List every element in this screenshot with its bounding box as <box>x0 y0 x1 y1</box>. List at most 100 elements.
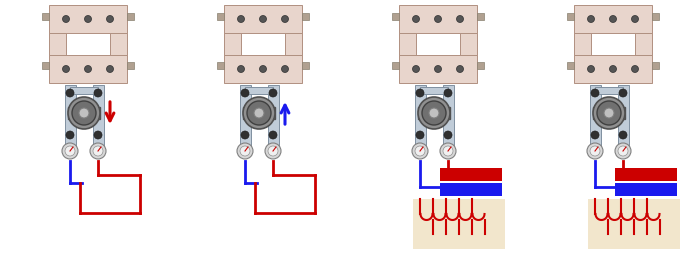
Circle shape <box>90 143 106 159</box>
Circle shape <box>593 97 625 129</box>
Bar <box>127 62 134 69</box>
Bar <box>268 85 279 147</box>
Bar <box>415 85 426 147</box>
Circle shape <box>66 131 74 139</box>
Circle shape <box>604 108 614 118</box>
Circle shape <box>412 143 428 159</box>
Circle shape <box>429 108 439 118</box>
Circle shape <box>422 101 446 125</box>
Circle shape <box>281 66 288 73</box>
Bar <box>418 107 450 119</box>
Circle shape <box>241 89 249 97</box>
Bar <box>477 13 484 20</box>
Bar <box>70 87 98 94</box>
Circle shape <box>416 89 424 97</box>
Circle shape <box>619 89 627 97</box>
Circle shape <box>62 16 69 22</box>
Bar <box>615 168 677 181</box>
Bar <box>590 85 601 147</box>
Bar <box>49 55 127 83</box>
Bar <box>93 85 104 147</box>
Bar <box>477 62 484 69</box>
Circle shape <box>591 131 599 139</box>
Bar <box>42 62 49 69</box>
Bar <box>243 107 275 119</box>
Bar <box>399 5 477 33</box>
Circle shape <box>62 143 78 159</box>
Circle shape <box>265 143 281 159</box>
Circle shape <box>247 101 271 125</box>
Circle shape <box>631 66 638 73</box>
Circle shape <box>94 89 102 97</box>
Bar <box>110 33 127 55</box>
Circle shape <box>456 16 463 22</box>
Circle shape <box>610 16 617 22</box>
Circle shape <box>241 131 249 139</box>
Bar <box>635 33 652 55</box>
Bar <box>49 33 66 55</box>
Circle shape <box>268 146 278 156</box>
Bar <box>574 5 652 33</box>
Bar <box>392 62 399 69</box>
Circle shape <box>631 16 638 22</box>
Circle shape <box>587 66 594 73</box>
Circle shape <box>590 146 600 156</box>
Bar <box>574 55 652 83</box>
Circle shape <box>106 16 113 22</box>
Bar <box>440 183 502 196</box>
Circle shape <box>610 66 617 73</box>
Bar <box>224 55 302 83</box>
Circle shape <box>440 143 456 159</box>
Circle shape <box>412 16 419 22</box>
Circle shape <box>618 146 628 156</box>
Bar <box>392 13 399 20</box>
Circle shape <box>435 16 442 22</box>
Circle shape <box>416 131 424 139</box>
Circle shape <box>587 143 603 159</box>
Circle shape <box>269 89 277 97</box>
Bar <box>574 33 591 55</box>
Circle shape <box>85 66 92 73</box>
Bar <box>588 199 680 249</box>
Bar <box>595 87 623 94</box>
Circle shape <box>443 146 453 156</box>
Bar <box>68 107 100 119</box>
Circle shape <box>444 131 452 139</box>
Bar <box>42 13 49 20</box>
Circle shape <box>587 16 594 22</box>
Bar <box>285 33 302 55</box>
Circle shape <box>260 66 267 73</box>
Bar <box>399 55 477 83</box>
Circle shape <box>79 108 89 118</box>
Circle shape <box>240 146 250 156</box>
Bar <box>443 85 454 147</box>
Bar <box>217 62 224 69</box>
Bar <box>593 107 625 119</box>
Bar <box>302 62 309 69</box>
Circle shape <box>269 131 277 139</box>
Bar <box>65 85 76 147</box>
Bar <box>615 183 677 196</box>
Circle shape <box>435 66 442 73</box>
Circle shape <box>456 66 463 73</box>
Bar <box>652 62 659 69</box>
Circle shape <box>237 143 253 159</box>
Bar <box>420 87 448 94</box>
Bar <box>245 87 273 94</box>
Circle shape <box>106 66 113 73</box>
Circle shape <box>85 16 92 22</box>
Bar <box>49 5 127 33</box>
Bar <box>567 13 574 20</box>
Circle shape <box>260 16 267 22</box>
Circle shape <box>444 89 452 97</box>
Bar <box>224 33 241 55</box>
Circle shape <box>418 97 450 129</box>
Circle shape <box>254 108 264 118</box>
Circle shape <box>62 66 69 73</box>
Circle shape <box>243 97 275 129</box>
Circle shape <box>415 146 425 156</box>
Circle shape <box>281 16 288 22</box>
Bar <box>460 33 477 55</box>
Circle shape <box>68 97 100 129</box>
Circle shape <box>66 89 74 97</box>
